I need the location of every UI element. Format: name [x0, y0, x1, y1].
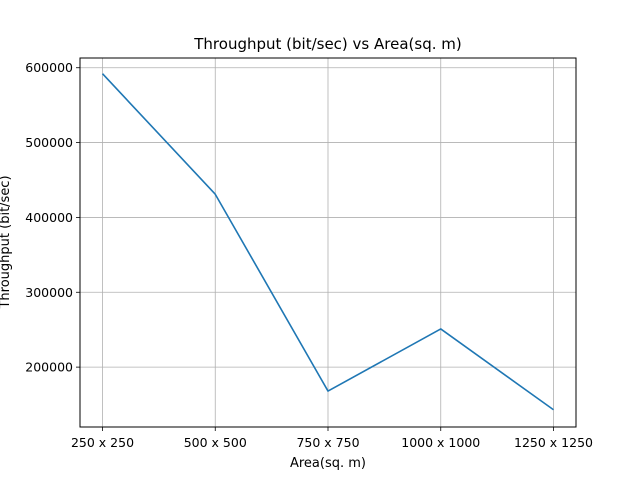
x-tick-label: 750 x 750 [296, 435, 359, 450]
x-tick-label: 250 x 250 [71, 435, 134, 450]
y-axis: 200000 300000 400000 500000 600000 [25, 60, 80, 375]
grid-lines [80, 58, 576, 427]
y-tick-label: 400000 [25, 210, 73, 225]
y-tick-label: 300000 [25, 285, 73, 300]
x-tick-label: 1000 x 1000 [401, 435, 480, 450]
x-tick-label: 500 x 500 [184, 435, 247, 450]
x-axis-label: Area(sq. m) [290, 456, 366, 471]
series-layer [101, 73, 554, 411]
series-line [101, 73, 554, 411]
x-tick-label: 1250 x 1250 [514, 435, 593, 450]
y-axis-label: Throughput (bit/sec) [0, 175, 13, 309]
y-tick-label: 600000 [25, 60, 73, 75]
y-tick-label: 500000 [25, 135, 73, 150]
y-tick-label: 200000 [25, 360, 73, 375]
chart-title: Throughput (bit/sec) vs Area(sq. m) [193, 35, 461, 53]
x-axis: 250 x 250 500 x 500 750 x 750 1000 x 1000 12… [71, 427, 593, 450]
